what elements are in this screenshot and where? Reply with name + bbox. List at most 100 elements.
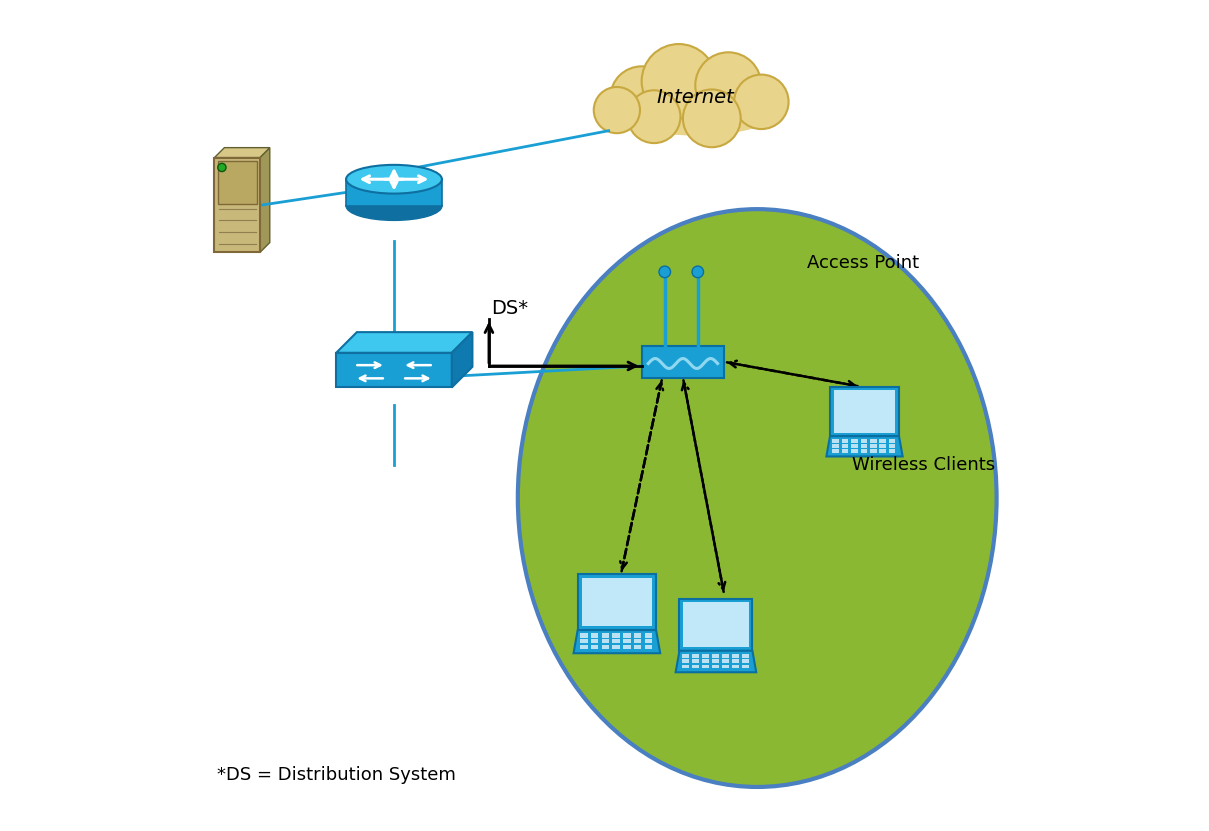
Polygon shape [214, 148, 270, 158]
Text: Access Point: Access Point [806, 253, 919, 272]
Ellipse shape [517, 209, 996, 787]
Bar [832, 444, 839, 448]
Bar [591, 639, 598, 643]
Bar [602, 645, 609, 649]
Bar [580, 645, 588, 649]
Polygon shape [683, 602, 748, 647]
Polygon shape [452, 332, 473, 387]
Bar [644, 633, 652, 637]
Bar [851, 444, 857, 448]
Bar [861, 444, 867, 448]
Circle shape [218, 164, 226, 171]
Polygon shape [336, 332, 473, 353]
Text: *DS = Distribution System: *DS = Distribution System [216, 765, 456, 784]
Bar [741, 654, 748, 657]
Bar [889, 444, 896, 448]
Polygon shape [679, 598, 752, 651]
Bar [644, 639, 652, 643]
Circle shape [627, 91, 681, 143]
Bar [634, 639, 641, 643]
Bar [692, 665, 699, 668]
Bar [870, 444, 877, 448]
Bar [602, 633, 609, 637]
Bar [623, 633, 631, 637]
Bar [612, 645, 620, 649]
Bar [701, 654, 708, 657]
Polygon shape [834, 391, 896, 432]
Bar [602, 639, 609, 643]
Bar [612, 639, 620, 643]
Bar [692, 659, 699, 663]
Circle shape [683, 90, 741, 147]
Polygon shape [573, 630, 660, 653]
Bar [580, 633, 588, 637]
Bar [731, 665, 739, 668]
Bar [612, 633, 620, 637]
Bar [841, 444, 849, 448]
Bar [580, 639, 588, 643]
Bar [731, 654, 739, 657]
Bar [741, 665, 748, 668]
Bar [722, 654, 729, 657]
Ellipse shape [346, 165, 441, 194]
Bar [861, 450, 867, 453]
Bar [879, 450, 886, 453]
Bar [634, 645, 641, 649]
Bar [851, 439, 857, 443]
Bar [712, 654, 718, 657]
Polygon shape [676, 651, 757, 672]
Circle shape [611, 66, 673, 129]
Bar [701, 659, 708, 663]
Circle shape [734, 75, 788, 129]
Bar [682, 659, 689, 663]
Polygon shape [831, 386, 899, 436]
Bar [623, 639, 631, 643]
Bar [841, 439, 849, 443]
Bar [731, 659, 739, 663]
Polygon shape [827, 436, 903, 456]
Bar [889, 439, 896, 443]
Circle shape [642, 44, 716, 118]
Circle shape [692, 266, 704, 278]
Bar [879, 444, 886, 448]
Circle shape [594, 87, 640, 133]
Bar [851, 450, 857, 453]
Bar [841, 450, 849, 453]
Polygon shape [582, 578, 652, 626]
Polygon shape [260, 148, 270, 253]
Bar [692, 654, 699, 657]
Bar [644, 645, 652, 649]
Bar [701, 665, 708, 668]
Bar [832, 450, 839, 453]
FancyBboxPatch shape [218, 161, 256, 204]
Bar [870, 439, 877, 443]
Circle shape [695, 52, 762, 118]
Bar [623, 645, 631, 649]
FancyBboxPatch shape [214, 158, 260, 253]
Ellipse shape [346, 192, 441, 220]
Bar [712, 659, 718, 663]
Bar [712, 665, 718, 668]
Bar [591, 645, 598, 649]
Text: DS*: DS* [491, 299, 528, 318]
Bar [682, 665, 689, 668]
Bar [889, 450, 896, 453]
Bar [722, 665, 729, 668]
Bar [591, 633, 598, 637]
Bar [870, 450, 877, 453]
Bar [741, 659, 748, 663]
Bar [634, 633, 641, 637]
Bar [879, 439, 886, 443]
Text: Internet: Internet [656, 88, 734, 107]
FancyBboxPatch shape [642, 347, 724, 377]
Circle shape [659, 266, 671, 278]
Polygon shape [336, 353, 452, 387]
Ellipse shape [613, 86, 777, 135]
Bar [682, 654, 689, 657]
Bar [832, 439, 839, 443]
Text: Wireless Clients: Wireless Clients [852, 456, 995, 474]
Polygon shape [578, 574, 656, 630]
Bar [861, 439, 867, 443]
Bar [722, 659, 729, 663]
Polygon shape [346, 179, 441, 206]
